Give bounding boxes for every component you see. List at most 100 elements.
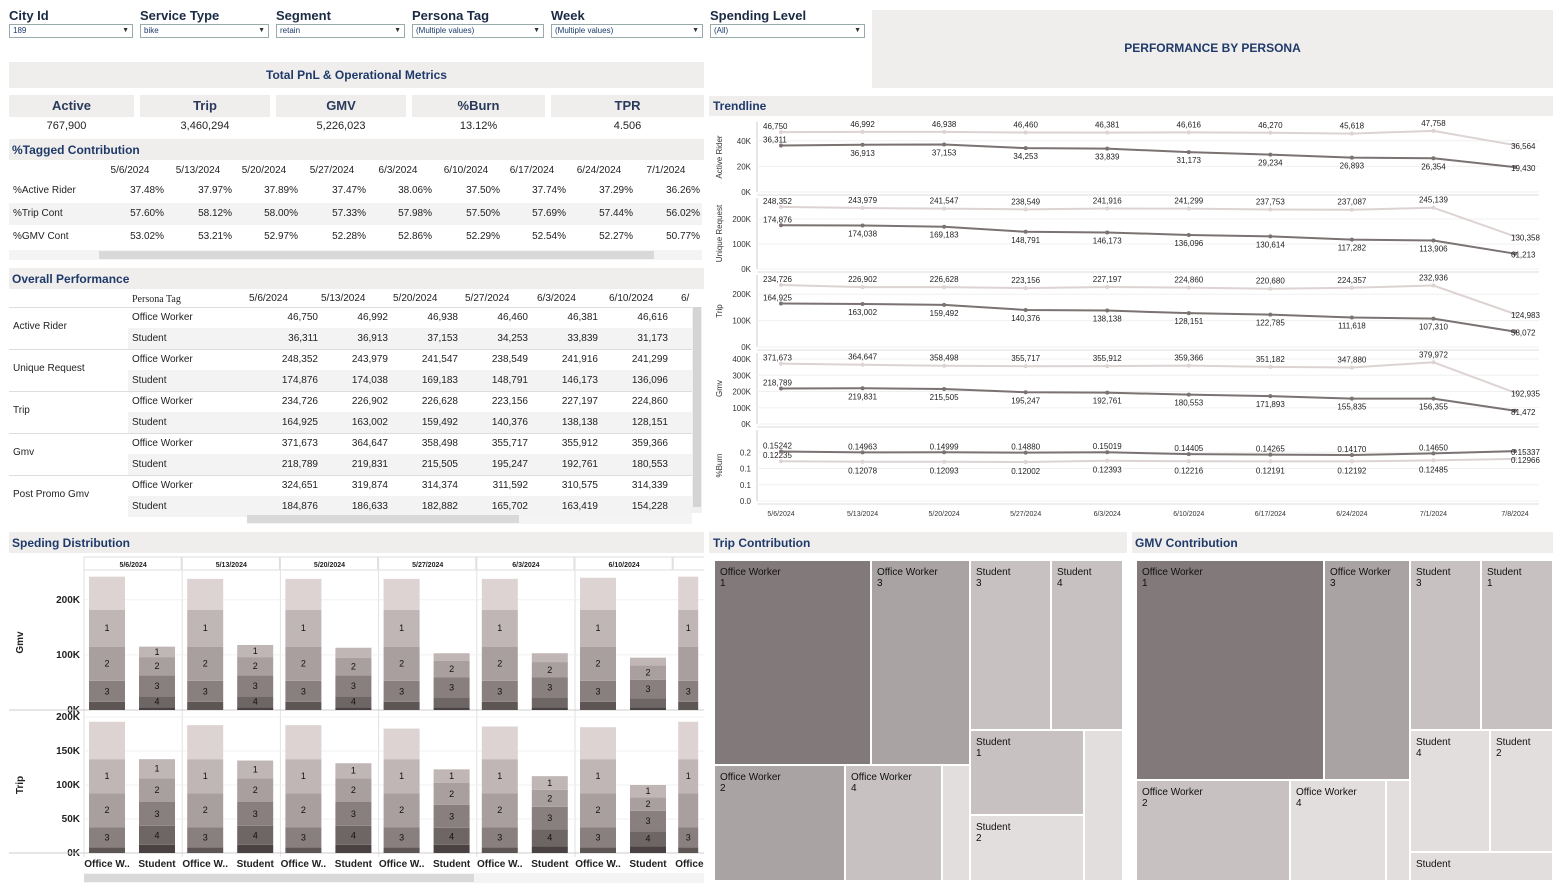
overall-hscroll[interactable]	[247, 514, 692, 524]
tagged-date-header: 5/20/2024	[241, 165, 287, 176]
overall-cell: 169,183	[421, 375, 458, 386]
data-label: 223,156	[1011, 276, 1040, 285]
x-category-label: Student	[531, 859, 569, 870]
treemap-tile[interactable]: Office Worker 2	[714, 765, 845, 881]
data-point	[1513, 251, 1517, 256]
overall-cell: 241,916	[561, 354, 598, 365]
y-tick-label: 20K	[737, 162, 752, 171]
overall-cell: 186,633	[351, 501, 388, 512]
data-label: 171,893	[1256, 400, 1285, 409]
persona-tag-select[interactable]: (Multiple values) ▼	[412, 24, 544, 38]
overall-cell: 248,352	[281, 354, 318, 365]
treemap-tile[interactable]: Student 2	[1490, 730, 1553, 852]
treemap-tile[interactable]: Office Worker 3	[871, 560, 970, 765]
data-label: 111,618	[1338, 322, 1366, 331]
stack-segment	[187, 847, 224, 853]
treemap-tile[interactable]: Office Worker 4	[1290, 780, 1386, 881]
data-point	[1105, 230, 1110, 235]
stack-segment	[237, 802, 274, 826]
overall-cell: 33,839	[567, 333, 598, 344]
tagged-date-header: 6/10/2024	[443, 165, 489, 176]
kpi-label-trip: Trip	[140, 95, 270, 117]
trip-contrib-title: Trip Contribution	[713, 536, 811, 550]
stack-segment	[139, 675, 175, 697]
data-label: 238,549	[1011, 197, 1040, 206]
overall-cell: 36,913	[357, 333, 388, 344]
stack-segment	[433, 827, 470, 845]
segment-label: 3	[301, 832, 306, 842]
overall-cell: 138,138	[561, 417, 598, 428]
stack-segment	[630, 810, 666, 832]
stack-segment	[481, 701, 518, 710]
week-value: (Multiple values)	[555, 26, 614, 35]
data-point	[779, 449, 783, 454]
y-tick-label: 200K	[732, 215, 751, 224]
data-point	[1105, 308, 1110, 313]
stack-segment	[433, 707, 470, 710]
overall-vscroll[interactable]	[692, 307, 702, 513]
treemap-tile[interactable]: Student 1	[970, 730, 1084, 815]
scrollbar-thumb[interactable]	[247, 515, 519, 523]
x-tick-label: 5/6/2024	[767, 511, 794, 518]
segment-select[interactable]: retain ▼	[276, 24, 405, 38]
treemap-tile[interactable]: Office Worker 4	[845, 765, 942, 881]
spending-level-select[interactable]: (All) ▼	[710, 24, 865, 38]
treemap-tile[interactable]: Office Worker 1	[1136, 560, 1324, 780]
treemap-tile[interactable]: Office Worker 1	[714, 560, 871, 765]
dist-hscroll[interactable]	[84, 873, 704, 883]
tagged-scrollbar[interactable]	[9, 250, 702, 260]
segment-label: 3	[547, 813, 552, 823]
data-label: 245,139	[1419, 196, 1448, 205]
tagged-row-label: %Active Rider	[13, 185, 76, 196]
stack-segment	[335, 647, 372, 658]
data-label: 379,972	[1419, 350, 1448, 359]
overall-persona: Student	[132, 375, 167, 386]
scrollbar-thumb[interactable]	[693, 307, 701, 507]
overall-metric-label: Post Promo Gmv	[13, 489, 90, 500]
overall-persona: Student	[132, 459, 167, 470]
scrollbar-thumb[interactable]	[84, 874, 474, 882]
data-label: 215,505	[930, 393, 959, 402]
tile-label: Office Worker	[720, 772, 781, 783]
treemap-tile[interactable]: Office Worker 2	[1136, 780, 1290, 881]
stack-segment	[481, 609, 518, 647]
service-type-select[interactable]: bike ▼	[140, 24, 269, 38]
data-label: 155,835	[1337, 403, 1366, 412]
trip-contrib-header	[709, 532, 1127, 553]
overall-persona: Student	[132, 333, 167, 344]
data-point	[779, 459, 783, 464]
treemap-tile[interactable]: Student 3	[1410, 560, 1481, 730]
treemap-tile[interactable]: Office Worker 3	[1324, 560, 1410, 780]
stack-segment	[531, 653, 568, 663]
stack-segment	[285, 646, 322, 681]
y-axis-label: Trip	[15, 776, 26, 794]
segment-label: 1	[203, 771, 208, 781]
data-label: 0.12235	[763, 451, 792, 460]
treemap-tile[interactable]: Student	[1410, 852, 1553, 881]
segment-label: 2	[595, 659, 600, 669]
treemap-tile[interactable]: Student 4	[1051, 560, 1123, 730]
segment-label: 2	[301, 805, 306, 815]
treemap-tile[interactable]: Student 1	[1481, 560, 1553, 730]
tile-sub-label: 4	[1416, 748, 1422, 759]
treemap-tile[interactable]: Student 3	[970, 560, 1051, 730]
week-select[interactable]: (Multiple values) ▼	[551, 24, 703, 38]
data-point	[1349, 237, 1354, 242]
scrollbar-thumb[interactable]	[99, 251, 654, 259]
data-label: 219,831	[848, 392, 877, 401]
data-label: 146,173	[1093, 236, 1122, 245]
stack-segment	[531, 677, 568, 698]
city-id-select[interactable]: 189 ▼	[9, 24, 133, 38]
data-point	[942, 450, 947, 455]
segment-label: 3	[497, 832, 502, 842]
data-label: 46,750	[763, 122, 788, 131]
overall-cell: 146,173	[561, 375, 598, 386]
stack-segment	[383, 759, 420, 794]
data-point	[942, 302, 947, 307]
tagged-cell: 36.26%	[666, 185, 700, 196]
treemap-tile[interactable]: Student 4	[1410, 730, 1490, 852]
data-label: 122,785	[1256, 319, 1285, 328]
y-tick-label: 0K	[741, 343, 751, 352]
treemap-tile[interactable]: Student 2	[970, 815, 1084, 881]
filter-label-service: Service Type	[140, 8, 220, 23]
